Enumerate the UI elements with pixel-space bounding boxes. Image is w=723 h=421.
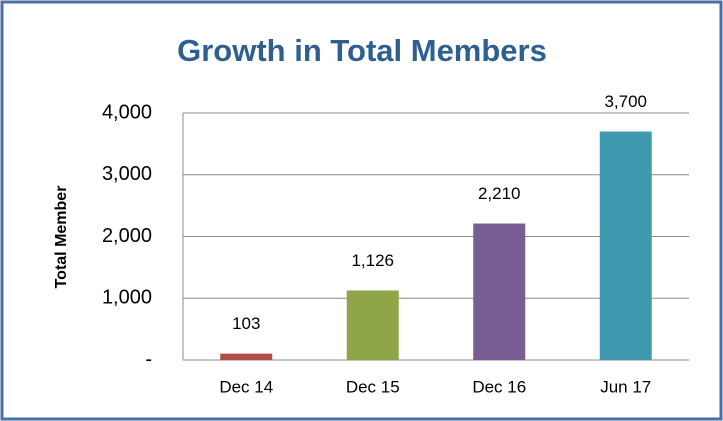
y-tick-label: 4,000	[102, 101, 152, 123]
value-label: 1,126	[351, 251, 394, 270]
x-tick-label: Jun 17	[600, 377, 651, 396]
value-label: 103	[232, 314, 260, 333]
y-tick-label: 2,000	[102, 225, 152, 247]
bar	[473, 223, 526, 360]
value-label: 2,210	[478, 184, 521, 203]
y-axis-label: Total Member	[53, 186, 70, 289]
x-tick-label: Dec 16	[472, 377, 526, 396]
bar	[599, 131, 652, 360]
x-tick-label: Dec 15	[346, 377, 400, 396]
y-tick-label: -	[145, 348, 152, 370]
chart-title: Growth in Total Members	[177, 33, 547, 68]
bar	[346, 290, 399, 360]
value-label: 3,700	[604, 92, 647, 111]
bar	[220, 353, 273, 360]
y-tick-label: 3,000	[102, 163, 152, 185]
x-tick-label: Dec 14	[219, 377, 273, 396]
y-tick-label: 1,000	[102, 287, 152, 309]
